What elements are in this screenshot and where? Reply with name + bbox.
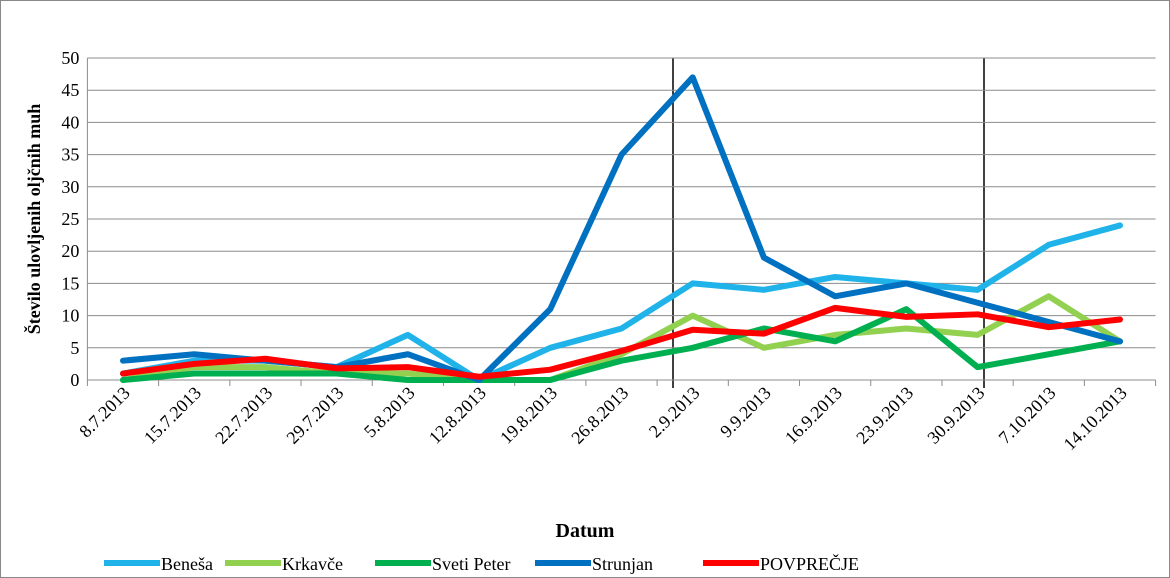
y-tick-label: 0 — [70, 370, 79, 390]
y-tick-label: 15 — [61, 273, 79, 293]
series-line — [120, 306, 1123, 383]
legend-label: Sveti Peter — [432, 554, 511, 574]
legend-label: Strunjan — [592, 554, 653, 574]
y-tick-label: 45 — [61, 80, 79, 100]
y-tick-label: 35 — [61, 145, 79, 165]
y-tick-label: 40 — [61, 112, 79, 132]
series-line — [120, 293, 1123, 383]
y-tick-label: 25 — [61, 209, 79, 229]
y-axis-label: Število ulovljenih oljčnih muh — [23, 104, 44, 335]
y-tick-label: 30 — [61, 177, 79, 197]
legend-label: Krkavče — [282, 554, 343, 574]
y-tick-label: 20 — [61, 241, 79, 261]
legend-label: Beneša — [161, 554, 213, 574]
series-line — [120, 304, 1123, 380]
y-tick-label: 50 — [61, 48, 79, 68]
x-axis-label: Datum — [556, 520, 615, 542]
legend-label: POVPREČJE — [760, 553, 859, 574]
y-tick-label: 10 — [61, 306, 79, 326]
y-tick-label: 5 — [70, 338, 79, 358]
